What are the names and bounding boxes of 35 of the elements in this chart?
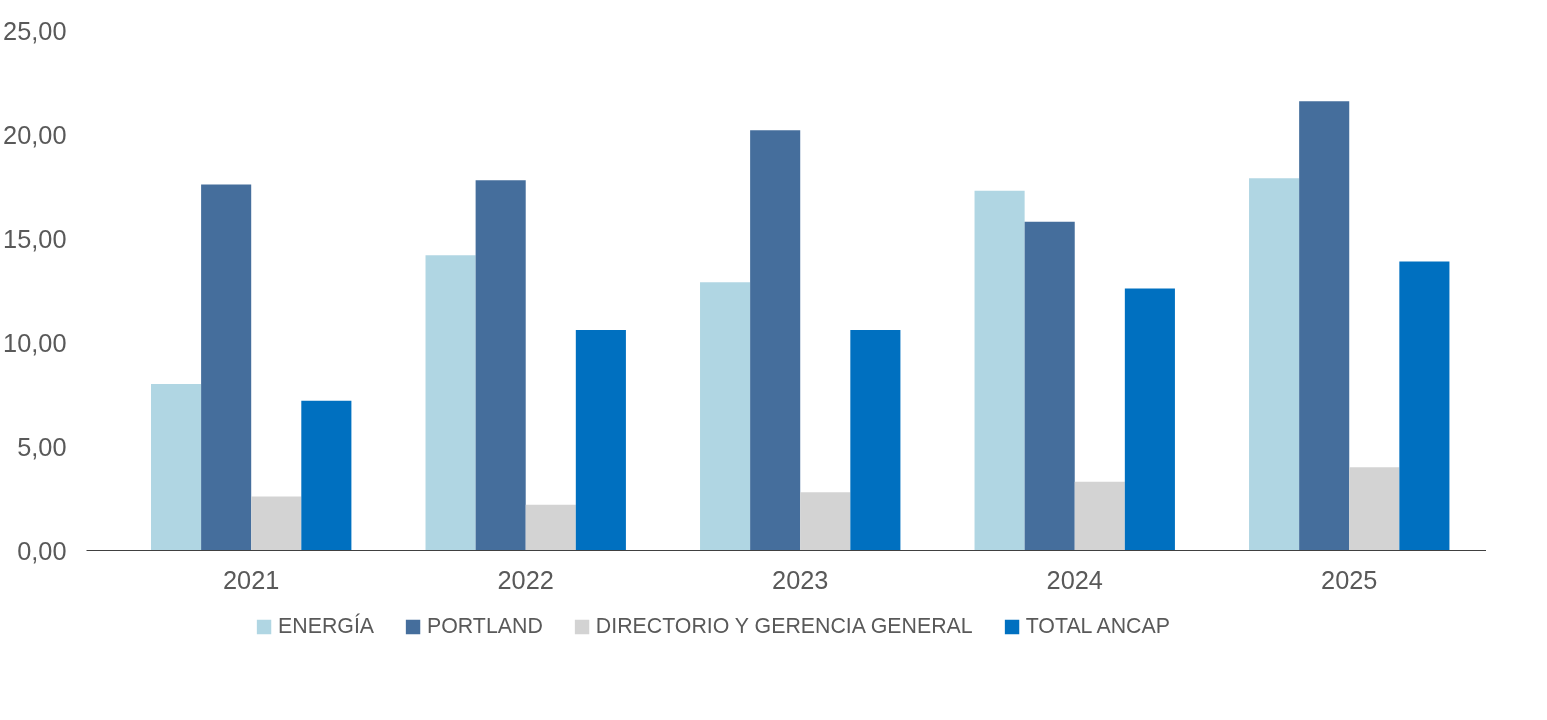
x-tick-label: 2022	[497, 565, 554, 594]
bar	[575, 330, 626, 551]
y-tick-label: 15,00	[3, 224, 67, 253]
y-tick-label: 10,00	[3, 328, 67, 357]
y-tick-label: 25,00	[3, 16, 67, 45]
bar	[700, 282, 751, 551]
bar	[251, 496, 302, 551]
legend-label: TOTAL ANCAP	[1025, 613, 1170, 639]
y-tick-label: 20,00	[3, 120, 67, 149]
bar	[974, 190, 1025, 551]
x-tick-label: 2023	[772, 565, 829, 594]
x-tick-label: 2024	[1046, 565, 1103, 594]
x-tick-label: 2025	[1321, 565, 1378, 594]
bar	[201, 184, 252, 551]
x-tick-label: 2021	[223, 565, 280, 594]
bar	[1024, 221, 1075, 551]
bar	[475, 180, 526, 551]
bar	[1249, 178, 1300, 551]
bar	[525, 504, 576, 551]
bar	[1124, 288, 1175, 551]
bar	[800, 492, 851, 551]
y-tick-label: 0,00	[17, 536, 67, 565]
bar	[1349, 467, 1400, 551]
bar	[301, 400, 352, 551]
legend-label: ENERGÍA	[278, 613, 375, 639]
bar	[1399, 261, 1450, 551]
bar	[151, 384, 202, 551]
bar	[750, 130, 801, 551]
bar	[425, 255, 476, 551]
bar	[850, 330, 901, 551]
y-tick-label: 5,00	[17, 432, 67, 461]
bar	[1299, 101, 1350, 551]
bar	[1074, 481, 1125, 551]
legend-label: DIRECTORIO Y GERENCIA GENERAL	[595, 613, 973, 639]
legend-label: PORTLAND	[427, 613, 543, 639]
